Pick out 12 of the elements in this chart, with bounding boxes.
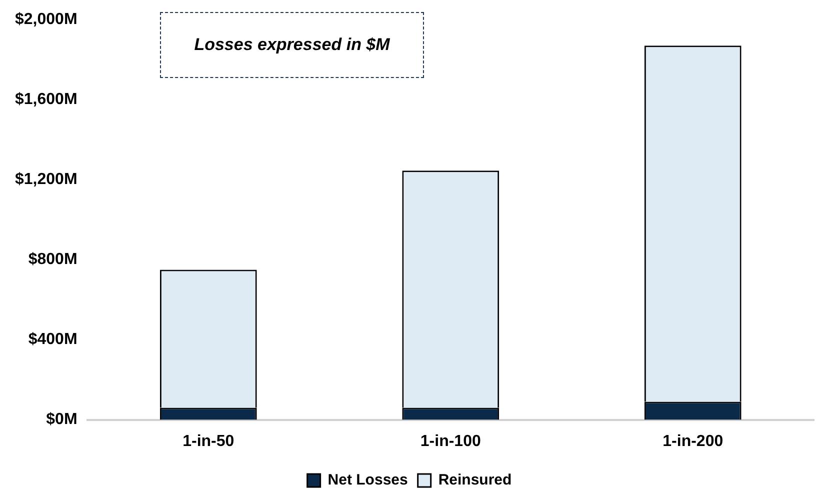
y-tick-label: $0M: [46, 411, 78, 428]
y-tick-label: $400M: [28, 331, 78, 348]
y-tick-label: $800M: [28, 251, 78, 268]
x-tick-label: 1-in-200: [662, 432, 724, 450]
note-box: Losses expressed in $M: [160, 12, 424, 78]
legend-label: Reinsured: [438, 472, 512, 489]
y-tick-label: $1,200M: [15, 171, 78, 188]
x-tick-label: 1-in-50: [182, 432, 234, 450]
legend-label: Net Losses: [328, 472, 408, 489]
y-tick-label: $1,600M: [15, 91, 78, 108]
y-tick-label: $2,000M: [15, 11, 78, 28]
x-tick-label: 1-in-100: [420, 432, 481, 450]
